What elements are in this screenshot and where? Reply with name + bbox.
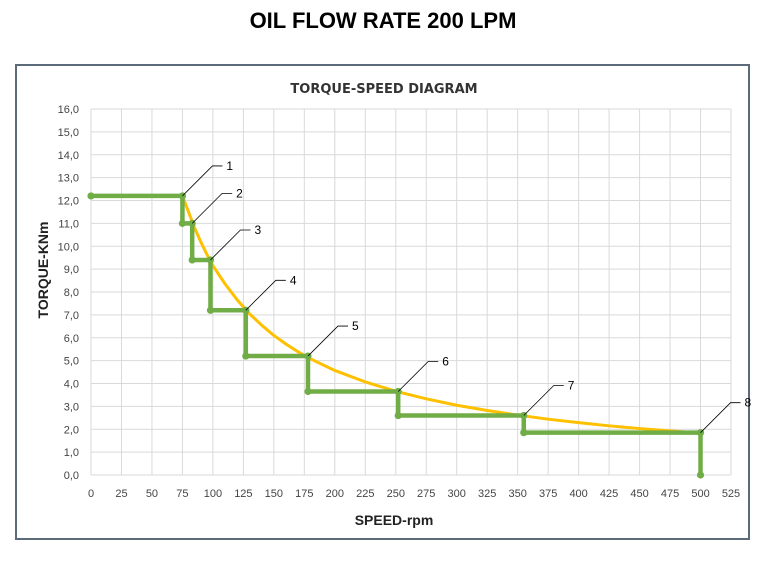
x-tick-label: 375 bbox=[539, 488, 557, 500]
x-tick-label: 175 bbox=[295, 488, 313, 500]
y-tick-label: 7,0 bbox=[64, 310, 79, 322]
step-point bbox=[87, 192, 95, 200]
annotation-label: 2 bbox=[236, 186, 243, 200]
x-tick-label: 0 bbox=[88, 488, 94, 500]
x-tick-label: 300 bbox=[448, 488, 466, 500]
y-tick-label: 12,0 bbox=[58, 196, 79, 208]
annotations: 12 3 4 5 6 7 8 bbox=[182, 159, 752, 433]
annotation-label: 7 bbox=[568, 379, 575, 393]
y-tick-label: 9,0 bbox=[64, 264, 79, 276]
x-tick-label: 425 bbox=[600, 488, 618, 500]
x-tick-label: 50 bbox=[146, 488, 158, 500]
x-tick-label: 450 bbox=[630, 488, 648, 500]
annotation-label: 1 bbox=[226, 159, 233, 173]
x-tick-label: 475 bbox=[661, 488, 679, 500]
x-tick-label: 350 bbox=[508, 488, 526, 500]
y-tick-label: 5,0 bbox=[64, 356, 79, 368]
annotation-label: 4 bbox=[290, 273, 297, 287]
y-tick-label: 13,0 bbox=[58, 173, 79, 185]
annotation-label: 3 bbox=[254, 223, 261, 237]
step-point bbox=[178, 219, 187, 227]
x-tick-label: 225 bbox=[356, 488, 374, 500]
step-point bbox=[696, 471, 705, 479]
y-tick-label: 15,0 bbox=[58, 127, 79, 139]
step-point bbox=[520, 429, 528, 437]
annotation-label: 5 bbox=[352, 319, 359, 333]
x-tick-label: 525 bbox=[722, 488, 740, 500]
tick-labels: 0,01,02,03,04,05,06,07,08,09,010,011,012… bbox=[58, 104, 741, 500]
x-tick-label: 325 bbox=[478, 488, 496, 500]
annotation-label: 6 bbox=[442, 355, 449, 369]
x-tick-label: 100 bbox=[204, 488, 222, 500]
annotation-leader bbox=[523, 385, 564, 416]
chart-title: TORQUE-SPEED DIAGRAM bbox=[290, 82, 477, 97]
y-tick-label: 6,0 bbox=[64, 333, 79, 345]
y-tick-label: 0,0 bbox=[64, 470, 79, 482]
y-tick-label: 16,0 bbox=[58, 104, 79, 116]
y-tick-label: 8,0 bbox=[64, 287, 79, 299]
x-axis-title: SPEED-rpm bbox=[355, 512, 434, 528]
x-tick-label: 150 bbox=[265, 488, 283, 500]
y-tick-label: 1,0 bbox=[64, 447, 79, 459]
x-tick-label: 250 bbox=[387, 488, 405, 500]
step-point bbox=[188, 256, 196, 264]
annotation-leader bbox=[182, 165, 223, 197]
x-tick-label: 400 bbox=[569, 488, 587, 500]
x-tick-label: 75 bbox=[176, 488, 188, 500]
y-axis-title: TORQUE-KNm bbox=[35, 222, 51, 319]
annotation-leader bbox=[245, 279, 286, 311]
annotation-leader bbox=[307, 325, 348, 357]
page-title: OIL FLOW RATE 200 LPM bbox=[249, 8, 517, 33]
step-point bbox=[242, 352, 250, 360]
annotation-leader bbox=[191, 192, 233, 224]
y-tick-label: 3,0 bbox=[64, 401, 79, 413]
annotation-leader bbox=[700, 402, 741, 433]
x-tick-label: 275 bbox=[417, 488, 435, 500]
x-tick-label: 200 bbox=[326, 488, 344, 500]
annotation-leader bbox=[397, 361, 439, 392]
x-tick-label: 25 bbox=[115, 488, 127, 500]
x-tick-label: 500 bbox=[691, 488, 709, 500]
y-tick-label: 11,0 bbox=[58, 218, 79, 230]
y-tick-label: 4,0 bbox=[64, 379, 79, 391]
grid bbox=[90, 108, 732, 476]
y-tick-label: 2,0 bbox=[64, 424, 79, 436]
annotation-label: 8 bbox=[745, 396, 752, 410]
annotation-leader bbox=[210, 229, 251, 261]
x-tick-label: 125 bbox=[234, 488, 252, 500]
y-tick-label: 14,0 bbox=[58, 150, 79, 162]
step-point bbox=[206, 306, 215, 314]
chart-frame bbox=[15, 64, 750, 540]
step-point bbox=[394, 411, 402, 420]
y-tick-label: 10,0 bbox=[58, 241, 79, 253]
step-point bbox=[304, 387, 312, 396]
